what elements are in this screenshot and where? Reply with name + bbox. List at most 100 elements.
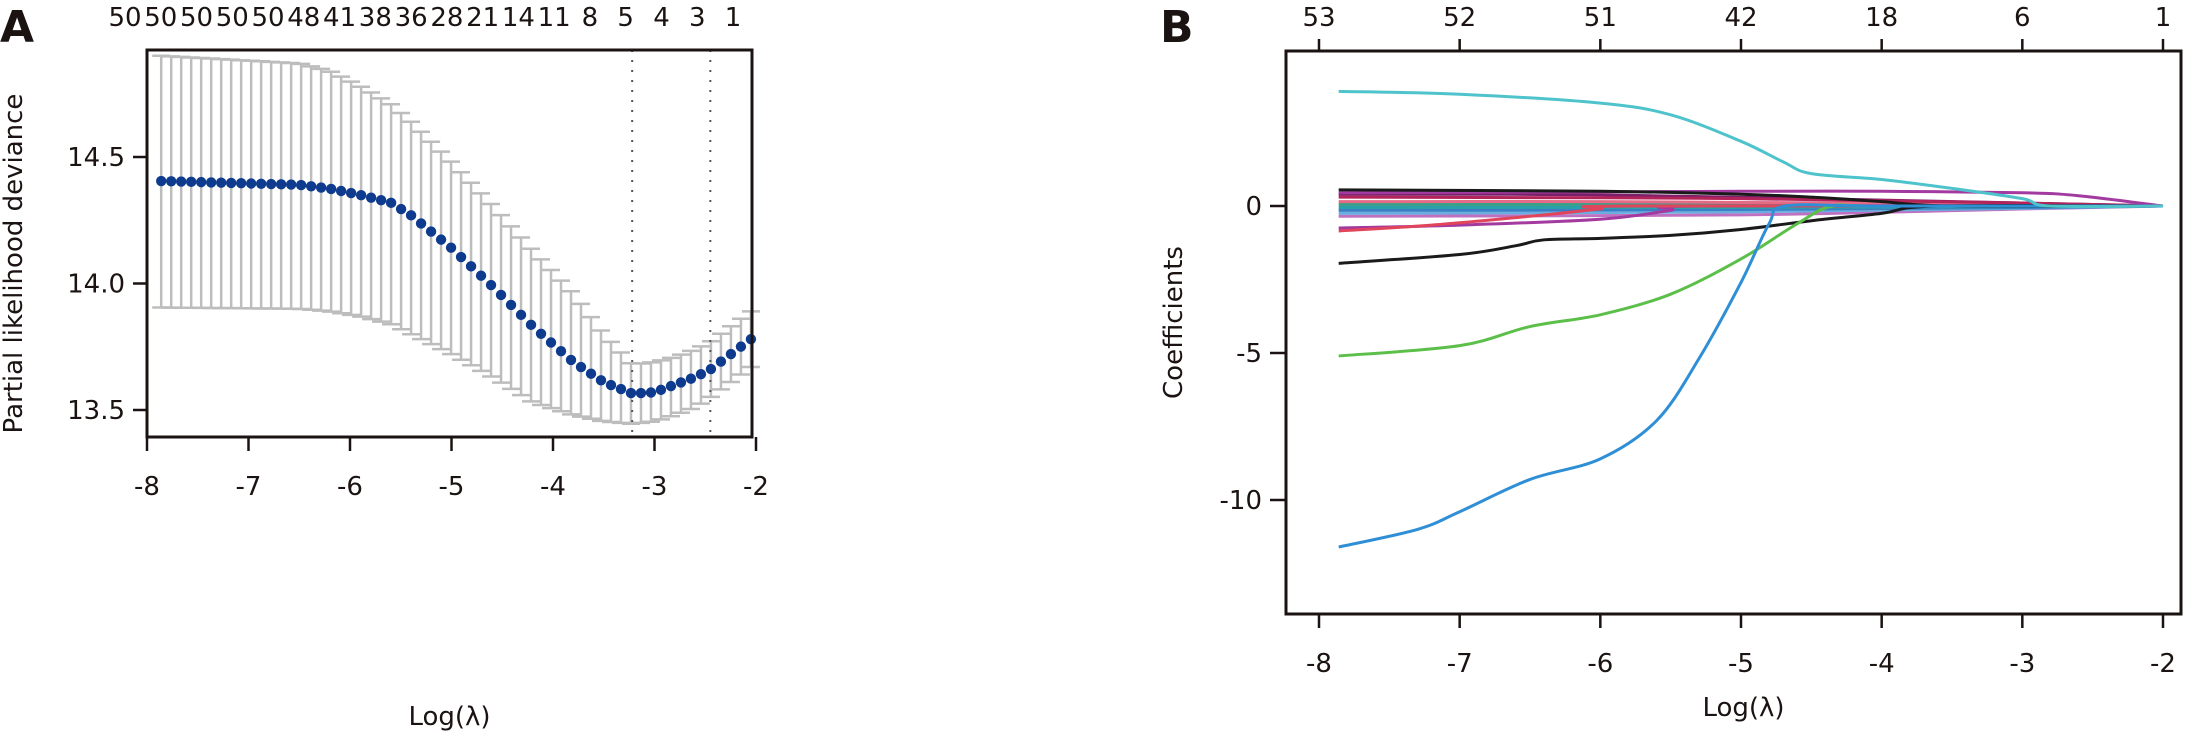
data-point	[435, 234, 447, 245]
x-tick-label: -5	[439, 472, 465, 502]
data-point	[665, 380, 677, 392]
y-axis-title: Partial likelihood deviance	[0, 94, 29, 434]
panel-label-a: A	[0, 2, 34, 53]
data-point	[156, 175, 167, 187]
data-point	[235, 178, 247, 189]
x-axis-title: Log(λ)	[1702, 693, 1784, 723]
top-axis-label: 8	[582, 3, 599, 33]
y-tick-label: 13.5	[67, 396, 125, 426]
data-point	[595, 375, 607, 386]
coef-blue-line	[1338, 203, 2163, 549]
data-point	[395, 203, 407, 215]
y-tick-label: 0	[1245, 192, 1262, 222]
data-point	[265, 178, 277, 190]
y-axis-title: Coefficients	[1159, 246, 1189, 399]
coef-cyan-line	[1338, 89, 2164, 209]
data-point	[635, 387, 647, 399]
y-axis: 13.5 14.0 14.5	[67, 143, 147, 426]
top-axis-label: 51	[1584, 3, 1617, 33]
data-point	[185, 176, 197, 188]
x-tick-label: -2	[743, 472, 769, 502]
y-tick-label: -10	[1220, 486, 1262, 516]
x-tick-label: -8	[134, 472, 160, 502]
top-axis-label: 53	[1302, 3, 1335, 33]
data-point	[295, 179, 307, 191]
top-axis-label: 4	[653, 3, 670, 33]
coefficient-lines-layer	[1338, 89, 2164, 549]
data-point	[605, 379, 617, 391]
data-point	[335, 185, 347, 197]
plot-frame	[145, 48, 754, 439]
data-point	[515, 309, 527, 321]
x-axis-title: Log(λ)	[408, 702, 490, 732]
x-tick-label: -5	[1728, 649, 1754, 679]
top-axis: 50 50 50 50 50 48 41 38 36 28 21 14 11 8 5 4 3 1	[108, 3, 741, 33]
data-point	[315, 182, 327, 193]
data-point	[735, 341, 747, 352]
top-axis-label: 50	[108, 3, 141, 33]
data-point	[695, 368, 707, 380]
data-point	[485, 279, 497, 291]
data-point	[575, 361, 587, 373]
top-axis-label: 5	[617, 3, 634, 33]
data-point	[355, 189, 367, 201]
data-point	[685, 373, 697, 384]
data-point	[255, 178, 267, 189]
data-point	[205, 177, 217, 188]
data-point	[285, 179, 297, 190]
top-axis-label: 36	[395, 3, 428, 33]
data-point	[505, 299, 517, 311]
coef-crimson-line	[1338, 195, 2164, 208]
data-point	[525, 319, 537, 331]
data-point	[195, 176, 207, 188]
top-axis-label: 52	[1443, 3, 1476, 33]
top-axis-label: 41	[323, 3, 356, 33]
top-axis-label: 28	[430, 3, 463, 33]
data-point	[555, 346, 567, 357]
top-axis-label: 1	[725, 3, 742, 33]
data-point	[325, 183, 337, 195]
data-point	[176, 176, 187, 187]
data-point	[705, 363, 717, 375]
data-point	[645, 387, 657, 398]
top-axis-label: 50	[216, 3, 249, 33]
top-axis-label: 42	[1724, 3, 1757, 33]
x-tick-label: -6	[1587, 649, 1613, 679]
data-point	[405, 210, 417, 221]
data-point	[465, 261, 477, 272]
errorbars-layer	[152, 54, 760, 426]
y-tick-label: 14.0	[67, 270, 125, 300]
top-axis-label: 50	[252, 3, 285, 33]
points-layer	[156, 175, 757, 399]
top-axis-label: 18	[1865, 3, 1898, 33]
data-point	[215, 177, 227, 188]
top-axis-label: 6	[2014, 3, 2031, 33]
x-tick-label: -4	[1869, 649, 1895, 679]
data-point	[375, 194, 387, 206]
y-axis: -10 -5 0	[1220, 192, 1286, 516]
data-point	[225, 177, 237, 189]
top-axis-label: 50	[144, 3, 177, 33]
panel-a-cv-deviance-chart: -8 -7 -6 -5 -4 -3 -2 13.514.014.5 50 50 50 50 50 48…	[0, 3, 769, 732]
y-tick-label: -5	[1236, 339, 1262, 369]
panel-label-b: B	[1160, 2, 1194, 53]
data-point	[615, 383, 627, 395]
data-point	[345, 187, 357, 199]
data-point	[625, 387, 637, 399]
top-axis-label: 11	[538, 3, 571, 33]
data-point	[535, 328, 547, 339]
data-point	[495, 289, 507, 301]
top-axis-label: 50	[180, 3, 213, 33]
x-tick-label: -8	[1306, 649, 1332, 679]
plot-frame	[1284, 49, 2183, 616]
x-tick-label: -4	[540, 472, 566, 502]
data-point	[585, 368, 597, 379]
data-point	[725, 348, 737, 360]
data-point	[475, 270, 487, 281]
x-axis: -8 -7 -6 -5 -4 -3 -2	[134, 437, 769, 502]
data-point	[245, 178, 257, 189]
top-axis: 53 52 51 42 18 6 1	[1302, 3, 2171, 51]
data-point	[565, 354, 577, 366]
top-axis-label: 38	[359, 3, 392, 33]
